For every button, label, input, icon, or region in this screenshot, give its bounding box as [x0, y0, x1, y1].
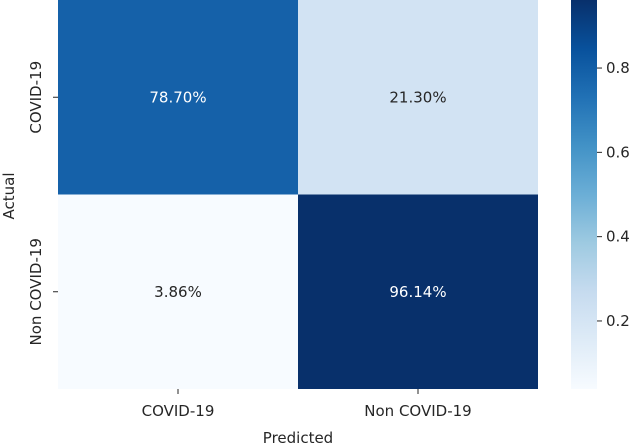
colorbar-tick-label: 0.4	[606, 228, 629, 246]
y-tick-label: Non COVID-19	[27, 238, 45, 345]
colorbar-tick-label: 0.6	[606, 143, 629, 161]
heatmap-cell	[58, 0, 298, 195]
heatmap-cell	[58, 194, 298, 389]
colorbar-tick-label: 0.2	[606, 312, 629, 330]
cell-value-label: 3.86%	[154, 283, 202, 301]
x-tick-label: Non COVID-19	[364, 402, 471, 420]
colorbar-tick-label: 0.8	[606, 59, 629, 77]
y-axis-label: Actual	[0, 173, 18, 220]
x-axis-label: Predicted	[263, 429, 333, 446]
colorbar-ticks: 0.2 0.4 0.6 0.8	[597, 59, 629, 330]
colorbar: 0.2 0.4 0.6 0.8	[571, 0, 629, 389]
heatmap-cell	[298, 194, 538, 389]
cell-value-label: 78.70%	[149, 88, 206, 106]
heatmap-cell	[298, 0, 538, 195]
cell-value-label: 96.14%	[389, 283, 446, 301]
axis-ticks: COVID-19 Non COVID-19 COVID-19 Non COVID-19	[27, 61, 472, 420]
y-tick-label: COVID-19	[27, 61, 45, 134]
cell-value-label: 21.30%	[389, 88, 446, 106]
heatmap-cells: 78.70% 21.30% 3.86% 96.14%	[58, 0, 538, 389]
x-tick-label: COVID-19	[142, 402, 215, 420]
colorbar-gradient	[571, 0, 597, 389]
